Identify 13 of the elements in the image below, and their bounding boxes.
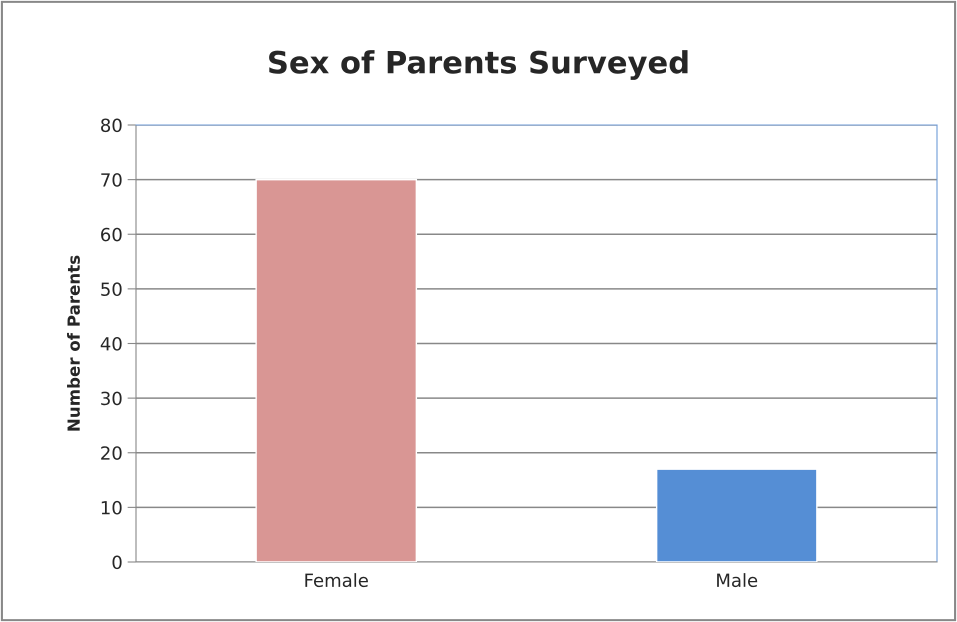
y-tick-label: 80: [101, 118, 122, 132]
y-tick-label: 20: [101, 446, 122, 460]
x-tick-label: Male: [717, 573, 758, 588]
y-tick-label: 30: [101, 392, 122, 406]
y-tick-label: 60: [101, 228, 122, 242]
chart-title: Sex of Parents Surveyed: [269, 50, 688, 80]
y-tick-label: 50: [101, 282, 122, 296]
y-tick-label: 0: [112, 555, 122, 570]
y-tick-label: 40: [100, 336, 122, 351]
x-tick-label: Female: [305, 573, 368, 588]
y-tick-label: 70: [101, 173, 122, 187]
y-axis-title: Number of Parents: [67, 256, 80, 431]
y-tick-label: 10: [102, 500, 122, 514]
